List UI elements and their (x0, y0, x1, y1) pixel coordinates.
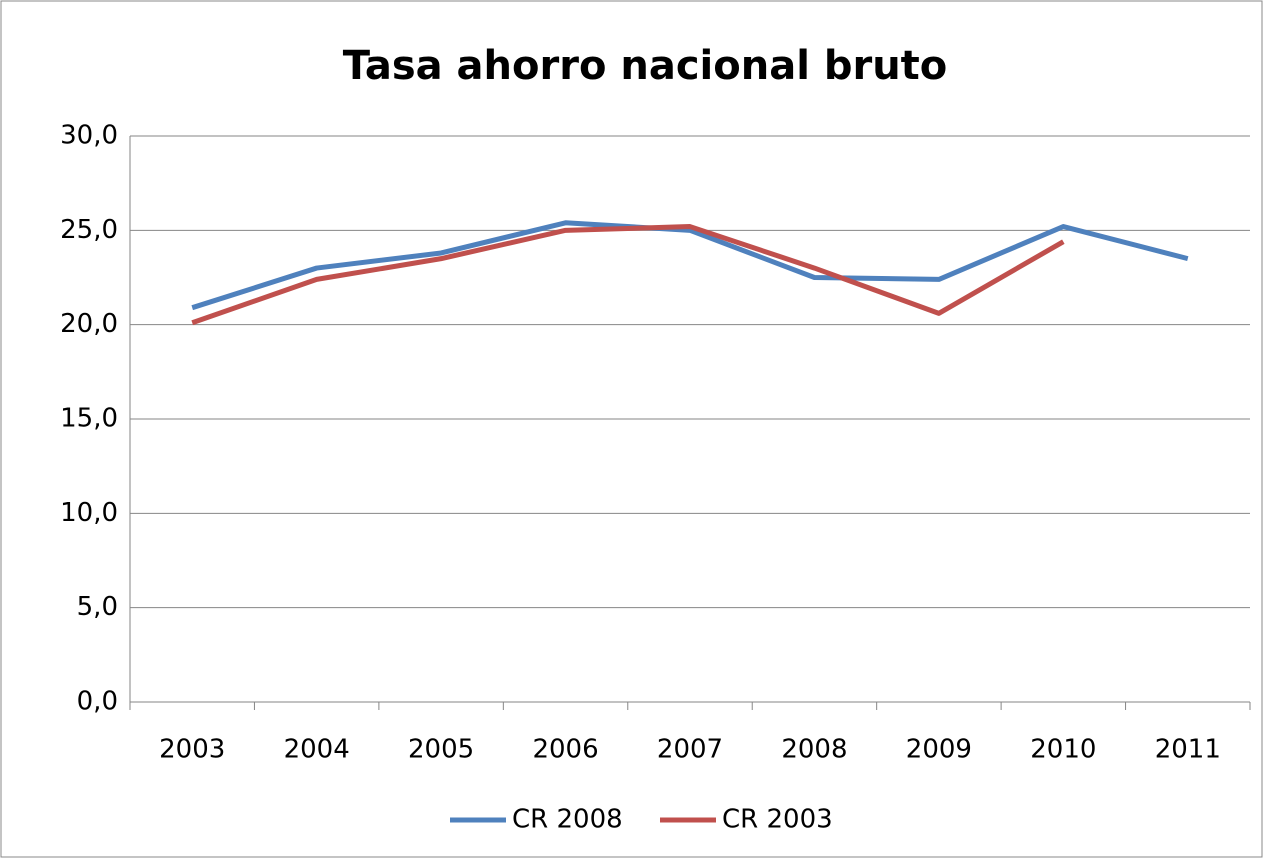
x-tick-label: 2005 (408, 735, 474, 765)
y-tick-label: 0,0 (77, 687, 118, 717)
x-tick-label: 2004 (284, 735, 350, 765)
series-line (191, 220, 1189, 311)
x-tick-label: 2007 (657, 735, 723, 765)
y-tick-label: 20,0 (60, 309, 118, 339)
y-tick-label: 25,0 (60, 215, 118, 245)
x-tick-label: 2009 (906, 735, 972, 765)
y-tick-label: 30,0 (60, 121, 118, 151)
chart-title: Tasa ahorro nacional bruto (343, 43, 948, 89)
y-tick-label: 10,0 (60, 498, 118, 528)
legend-label: CR 2003 (722, 805, 833, 835)
y-tick-label: 15,0 (60, 404, 118, 434)
x-tick-label: 2003 (159, 735, 225, 765)
legend-label: CR 2008 (512, 805, 623, 835)
x-tick-label: 2008 (781, 735, 847, 765)
x-tick-label: 2010 (1030, 735, 1096, 765)
y-tick-label: 5,0 (77, 592, 118, 622)
x-tick-label: 2006 (532, 735, 598, 765)
series-line (191, 224, 1065, 326)
x-tick-label: 2011 (1155, 735, 1221, 765)
